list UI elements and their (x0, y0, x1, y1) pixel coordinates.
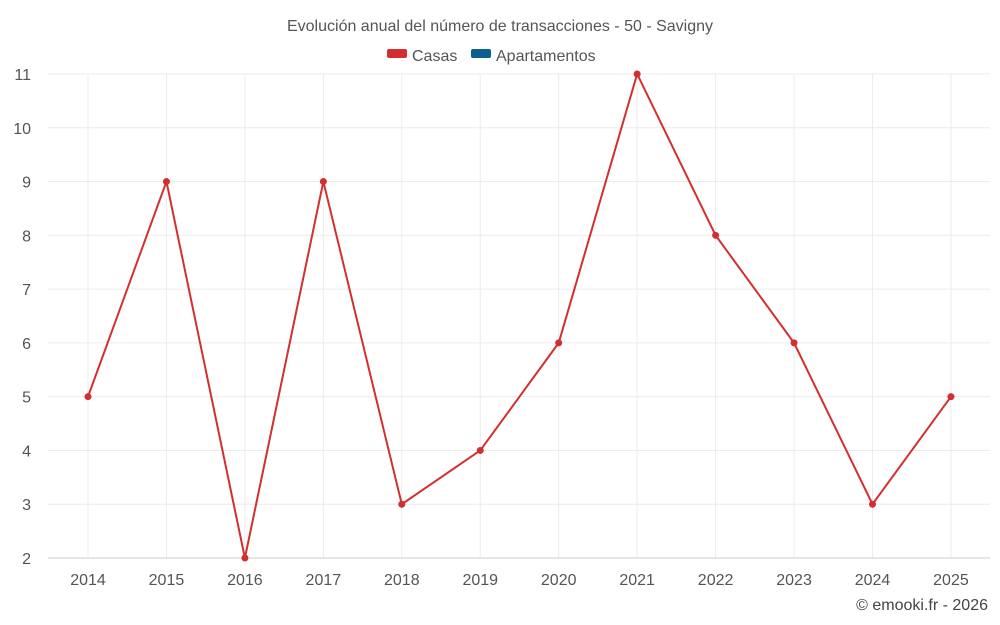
x-tick-label: 2017 (306, 572, 342, 589)
y-tick-label: 10 (13, 121, 31, 138)
y-gridlines (48, 73, 990, 505)
series-line-casas (87, 71, 952, 559)
data-point[interactable] (476, 446, 484, 454)
data-point[interactable] (712, 231, 720, 239)
data-point[interactable] (319, 178, 327, 186)
legend-swatch-apartamentos (471, 49, 491, 58)
data-point[interactable] (555, 339, 563, 347)
x-tick-label: 2015 (149, 572, 185, 589)
data-point[interactable] (398, 500, 406, 508)
data-point[interactable] (162, 178, 170, 186)
x-tick-label: 2014 (70, 572, 106, 589)
y-tick-label: 3 (22, 497, 31, 514)
data-point[interactable] (633, 70, 641, 78)
y-tick-label: 11 (14, 67, 31, 84)
y-tick-label: 2 (22, 551, 31, 568)
y-tick-label: 9 (22, 175, 31, 192)
data-point[interactable] (241, 554, 249, 562)
legend: Casas Apartamentos (387, 48, 596, 65)
y-tick-label: 5 (22, 390, 31, 407)
x-tick-label: 2022 (698, 572, 734, 589)
x-tick-label: 2025 (933, 572, 969, 589)
data-point[interactable] (947, 393, 955, 401)
credit-text: © emooki.fr - 2026 (856, 597, 988, 614)
x-tick-label: 2016 (227, 572, 263, 589)
legend-item-apartamentos[interactable]: Apartamentos (471, 48, 596, 65)
x-tick-label: 2024 (855, 572, 891, 589)
x-gridlines (87, 74, 952, 558)
x-tick-label: 2020 (541, 572, 577, 589)
y-tick-label: 4 (22, 443, 31, 460)
y-axis-tick-labels: 2 3 4 5 6 7 8 9 10 11 (13, 67, 31, 568)
chart-title: Evolución anual del número de transaccio… (287, 18, 713, 35)
x-tick-label: 2023 (776, 572, 812, 589)
legend-swatch-casas (387, 49, 407, 58)
x-axis-tick-labels: 2014 2015 2016 2017 2018 2019 2020 2021 2022 2023… (70, 572, 969, 589)
data-point[interactable] (869, 500, 876, 508)
y-tick-label: 8 (22, 228, 31, 245)
y-tick-label: 6 (22, 336, 31, 353)
data-point[interactable] (790, 339, 798, 347)
legend-item-casas[interactable]: Casas (387, 48, 457, 65)
legend-label-apartamentos: Apartamentos (496, 48, 596, 65)
x-tick-label: 2021 (619, 572, 655, 589)
x-tick-label: 2019 (462, 572, 498, 589)
data-point[interactable] (84, 393, 92, 401)
x-tick-label: 2018 (384, 572, 420, 589)
legend-label-casas: Casas (412, 48, 457, 65)
series-layer (84, 70, 955, 562)
y-tick-label: 7 (22, 282, 31, 299)
